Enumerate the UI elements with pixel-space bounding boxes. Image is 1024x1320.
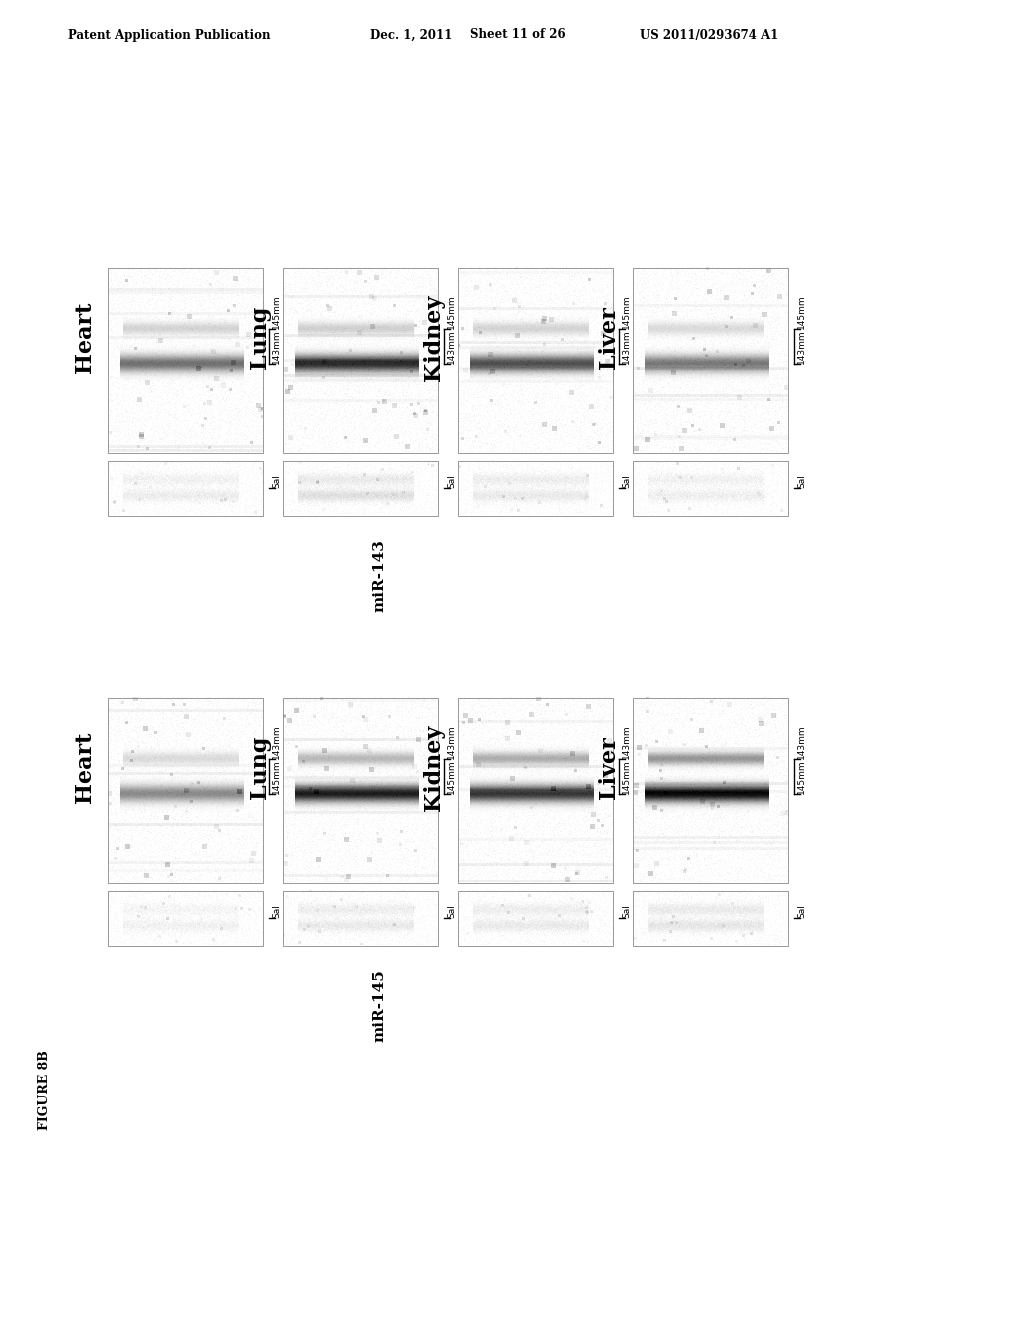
Text: 145mm: 145mm <box>622 294 631 329</box>
Text: 145mm: 145mm <box>797 294 806 329</box>
Bar <box>108 697 262 883</box>
Text: 145mm: 145mm <box>797 759 806 793</box>
Text: miR-145: miR-145 <box>373 969 387 1041</box>
Text: 143mm: 143mm <box>797 723 806 759</box>
Bar <box>283 891 437 945</box>
Bar <box>458 891 612 945</box>
Text: 143mm: 143mm <box>622 723 631 759</box>
Bar <box>458 697 612 883</box>
Text: Patent Application Publication: Patent Application Publication <box>68 29 270 41</box>
Text: Sal: Sal <box>622 904 631 917</box>
Text: 145mm: 145mm <box>622 759 631 793</box>
Bar <box>633 891 787 945</box>
Text: 145mm: 145mm <box>272 759 281 793</box>
Text: Sheet 11 of 26: Sheet 11 of 26 <box>470 29 565 41</box>
Bar <box>458 268 612 453</box>
Text: Heart: Heart <box>74 733 95 804</box>
Text: Liver: Liver <box>598 737 621 799</box>
Text: 145mm: 145mm <box>272 294 281 329</box>
Text: miR-143: miR-143 <box>373 539 387 612</box>
Bar <box>633 461 787 516</box>
Bar <box>283 697 437 883</box>
Text: US 2011/0293674 A1: US 2011/0293674 A1 <box>640 29 778 41</box>
Bar <box>108 461 262 516</box>
Bar <box>108 891 262 945</box>
Bar <box>458 461 612 516</box>
Text: Heart: Heart <box>74 302 95 374</box>
Bar <box>633 697 787 883</box>
Bar <box>283 461 437 516</box>
Text: Sal: Sal <box>797 904 806 917</box>
Text: Kidney: Kidney <box>424 294 445 381</box>
Text: Sal: Sal <box>447 904 456 917</box>
Text: Dec. 1, 2011: Dec. 1, 2011 <box>370 29 453 41</box>
Text: Lung: Lung <box>249 737 270 800</box>
Text: 143mm: 143mm <box>622 329 631 364</box>
Text: Liver: Liver <box>598 306 621 370</box>
Text: Sal: Sal <box>797 474 806 488</box>
Text: 145mm: 145mm <box>447 759 456 793</box>
Text: Lung: Lung <box>249 306 270 370</box>
Text: Sal: Sal <box>272 904 281 917</box>
Bar <box>283 268 437 453</box>
Text: 143mm: 143mm <box>797 329 806 364</box>
Text: FIGURE 8B: FIGURE 8B <box>38 1051 51 1130</box>
Text: Kidney: Kidney <box>424 725 445 810</box>
Text: 143mm: 143mm <box>272 329 281 364</box>
Bar <box>108 268 262 453</box>
Text: Sal: Sal <box>622 474 631 488</box>
Text: Sal: Sal <box>272 474 281 488</box>
Text: 143mm: 143mm <box>447 329 456 364</box>
Text: Sal: Sal <box>447 474 456 488</box>
Text: 145mm: 145mm <box>447 294 456 329</box>
Text: 143mm: 143mm <box>447 723 456 759</box>
Bar <box>633 268 787 453</box>
Text: 143mm: 143mm <box>272 723 281 759</box>
